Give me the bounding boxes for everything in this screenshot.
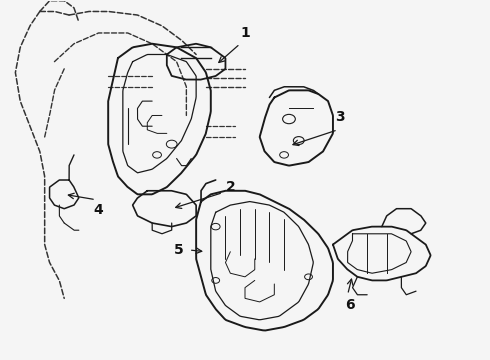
Text: 6: 6 — [345, 298, 355, 312]
Text: 4: 4 — [94, 203, 103, 217]
Text: 3: 3 — [336, 111, 345, 125]
Text: 5: 5 — [174, 243, 184, 257]
Text: 1: 1 — [240, 26, 250, 40]
Text: 2: 2 — [225, 180, 235, 194]
